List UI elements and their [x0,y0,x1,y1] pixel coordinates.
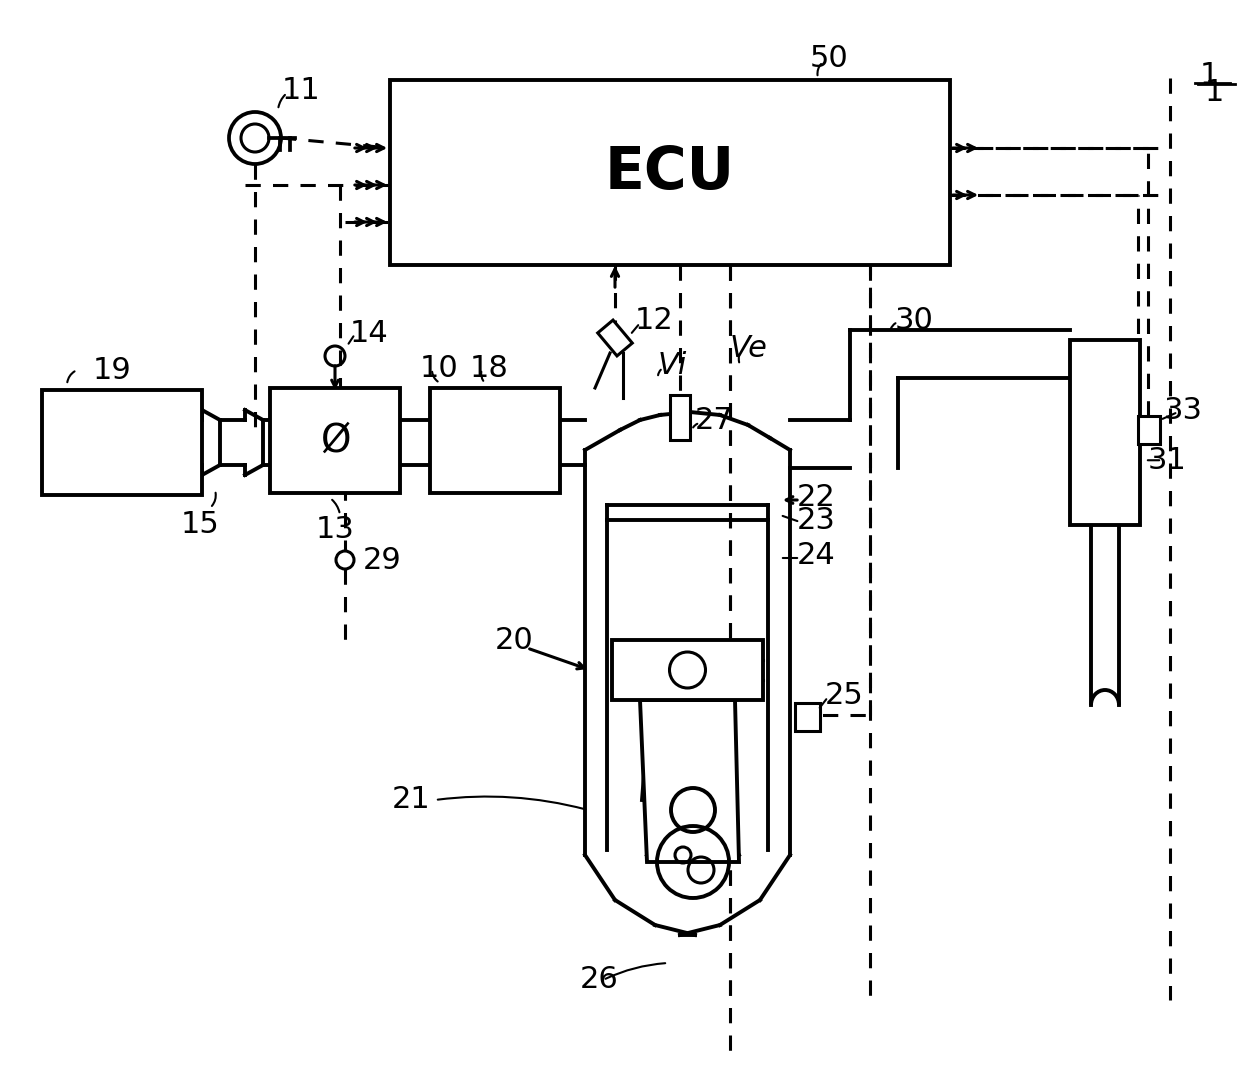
Text: 33: 33 [1164,396,1203,424]
Text: Vi: Vi [658,350,687,380]
Text: Ve: Ve [730,334,768,362]
Text: 50: 50 [810,44,848,72]
Bar [795,703,820,731]
Text: 13: 13 [315,515,355,544]
Bar [430,388,560,493]
Text: Ø: Ø [320,421,350,459]
Text: 1: 1 [1200,60,1219,89]
Text: 27: 27 [694,406,734,434]
Text: 30: 30 [895,305,934,335]
Text: 20: 20 [495,625,533,655]
Polygon shape [640,700,739,862]
Text: ECU: ECU [605,144,735,201]
Text: 26: 26 [580,966,619,995]
Text: 18: 18 [470,353,508,383]
Bar [670,395,689,440]
Text: 24: 24 [797,540,836,570]
Bar [613,640,763,700]
Text: 15: 15 [181,509,219,539]
Text: 22: 22 [797,482,836,512]
Text: 23: 23 [797,505,836,535]
Text: 10: 10 [420,353,459,383]
Text: 14: 14 [350,319,389,348]
Text: 25: 25 [825,681,864,709]
Text: 19: 19 [93,356,131,384]
Text: 1: 1 [1205,77,1224,107]
Text: 29: 29 [363,546,402,575]
Text: 11: 11 [281,75,321,105]
Bar [270,388,401,493]
Text: 21: 21 [392,786,430,815]
Bar [1070,340,1140,525]
Text: 31: 31 [1148,446,1187,475]
Bar [391,80,950,265]
Bar [42,389,202,495]
Bar [1138,416,1159,444]
Bar [598,320,632,356]
Text: 12: 12 [635,305,673,335]
